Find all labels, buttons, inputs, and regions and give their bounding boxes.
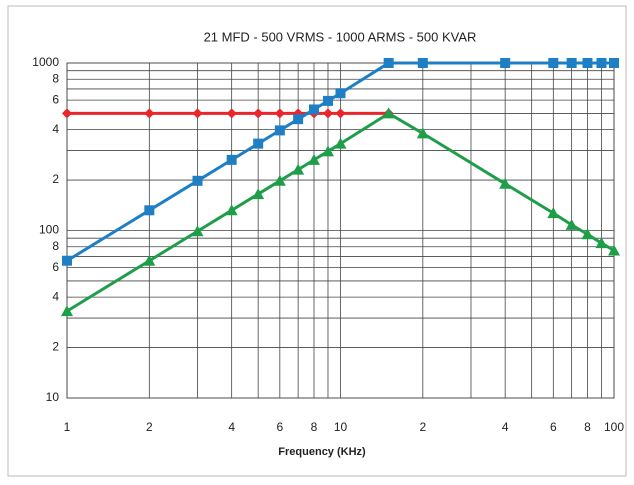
x-tick-label: 8 [584, 420, 591, 434]
marker [292, 163, 305, 175]
marker [417, 58, 428, 68]
x-tick-label: 4 [228, 420, 235, 434]
marker [143, 254, 156, 266]
marker [225, 204, 238, 216]
x-tick-label: 2 [146, 420, 153, 434]
marker [595, 237, 608, 249]
marker [335, 88, 346, 99]
marker [192, 108, 203, 119]
x-tick-label: 2 [419, 420, 426, 434]
marker [226, 108, 237, 119]
marker [273, 174, 286, 186]
marker [61, 305, 73, 317]
y-tick-label: 6 [52, 92, 59, 106]
x-tick-label: 100 [604, 420, 624, 434]
marker [253, 138, 264, 149]
marker [596, 58, 607, 68]
y-tick-label: 10 [46, 390, 60, 404]
marker [548, 58, 559, 68]
y-tick-label: 4 [52, 122, 59, 136]
marker [144, 108, 155, 119]
y-tick-label: 4 [52, 289, 59, 303]
y-tick-label: 100 [39, 223, 59, 237]
marker [62, 255, 72, 266]
marker [226, 154, 237, 165]
marker [609, 58, 619, 68]
marker [334, 137, 347, 149]
x-tick-label: 6 [550, 420, 557, 434]
marker [566, 58, 577, 68]
marker [416, 127, 429, 139]
chart-title: 21 MFD - 500 VRMS - 1000 ARMS - 500 KVAR [204, 29, 477, 44]
marker [293, 114, 304, 125]
marker [144, 205, 155, 216]
marker [192, 175, 203, 186]
x-tick-label: 10 [334, 420, 348, 434]
marker [499, 177, 512, 189]
marker [565, 218, 578, 230]
x-tick-label: 1 [64, 420, 71, 434]
marker [581, 228, 594, 240]
y-tick-label: 1000 [32, 55, 59, 69]
x-tick-label: 6 [276, 420, 283, 434]
marker [62, 108, 72, 119]
y-tick-label: 2 [52, 340, 59, 354]
x-axis-label: Frequency (KHz) [278, 446, 366, 458]
y-tick-label: 8 [52, 71, 59, 85]
marker [335, 108, 346, 119]
y-tick-label: 6 [52, 260, 59, 274]
marker [307, 153, 320, 165]
marker [322, 95, 333, 106]
marker [608, 244, 620, 256]
y-tick-label: 2 [52, 172, 59, 186]
marker [274, 125, 285, 136]
marker [582, 58, 593, 68]
marker [547, 207, 560, 219]
marker [322, 108, 333, 119]
x-tick-label: 8 [311, 420, 318, 434]
x-tick-label: 4 [502, 420, 509, 434]
marker [253, 108, 264, 119]
marker [383, 58, 394, 68]
marker [274, 108, 285, 119]
marker [382, 107, 395, 119]
marker [500, 58, 511, 68]
marker [252, 188, 265, 200]
marker [321, 145, 334, 157]
marker [308, 104, 319, 115]
y-tick-label: 8 [52, 239, 59, 253]
marker [191, 225, 204, 237]
